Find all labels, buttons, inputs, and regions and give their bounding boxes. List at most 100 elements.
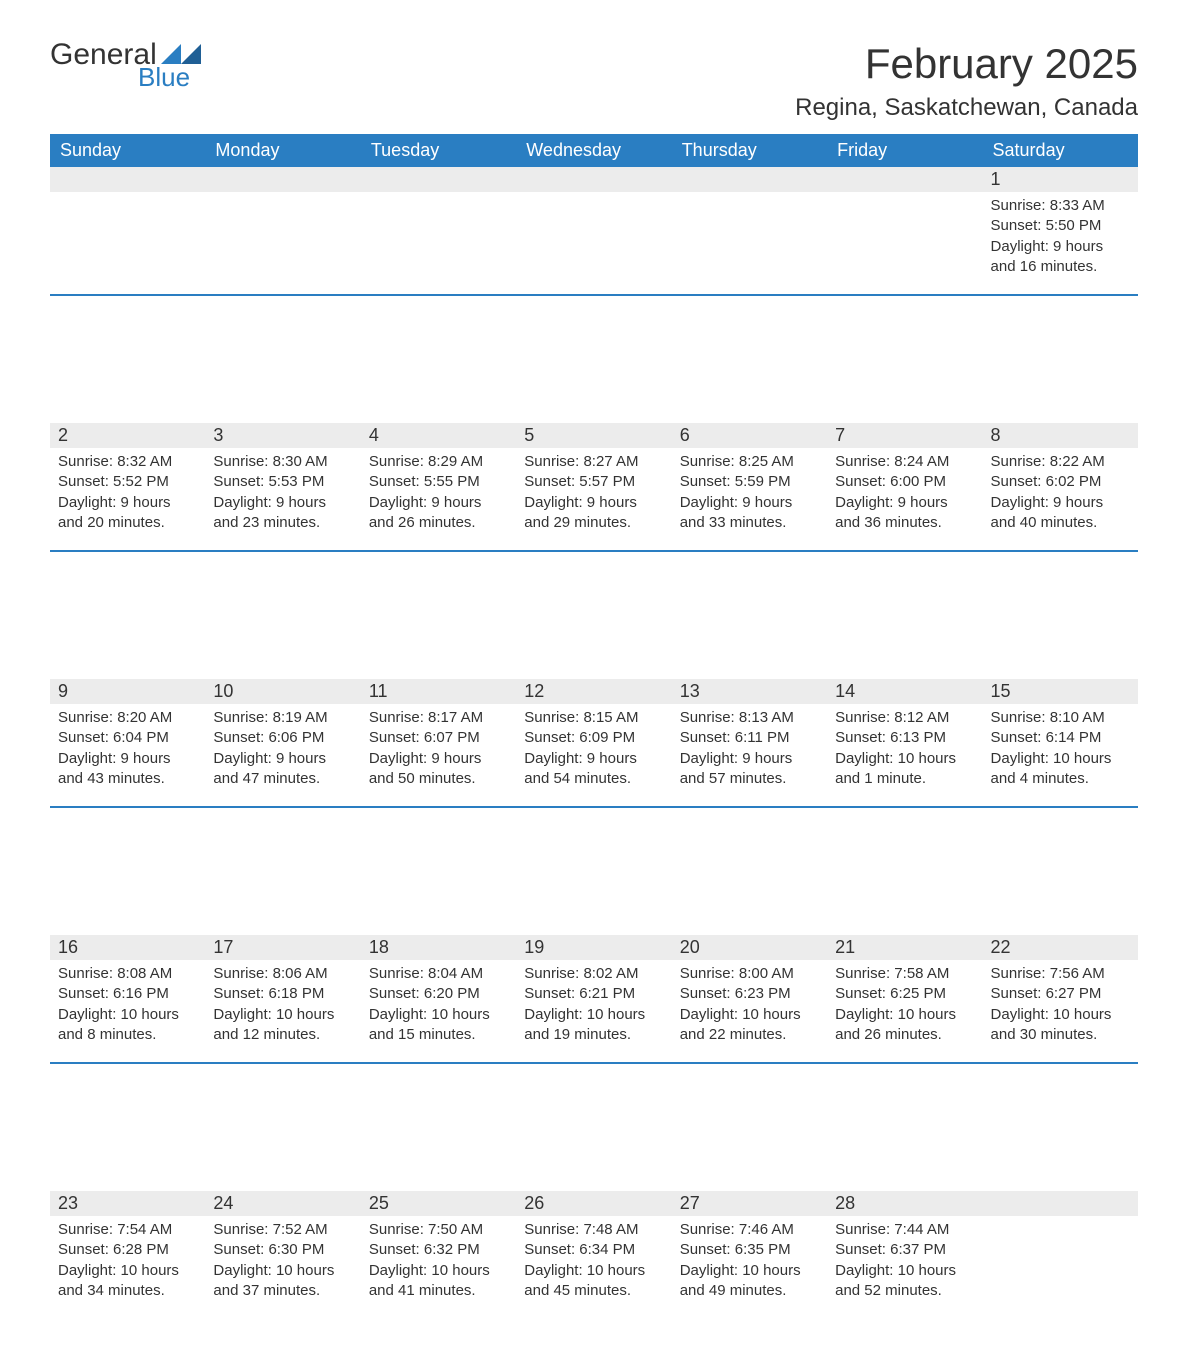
day-details: Sunrise: 8:30 AMSunset: 5:53 PMDaylight:… [205, 448, 360, 543]
day-number: 19 [516, 935, 671, 960]
day-details: Sunrise: 8:04 AMSunset: 6:20 PMDaylight:… [361, 960, 516, 1055]
calendar-day-cell: 7Sunrise: 8:24 AMSunset: 6:00 PMDaylight… [827, 423, 982, 551]
calendar-day-cell: 25Sunrise: 7:50 AMSunset: 6:32 PMDayligh… [361, 1191, 516, 1319]
day-number: 1 [983, 167, 1138, 192]
weekday-header: Monday [205, 134, 360, 167]
day-number: 18 [361, 935, 516, 960]
calendar-week-row: 23Sunrise: 7:54 AMSunset: 6:28 PMDayligh… [50, 1191, 1138, 1319]
calendar-day-cell: 8Sunrise: 8:22 AMSunset: 6:02 PMDaylight… [983, 423, 1138, 551]
calendar-day-cell: 22Sunrise: 7:56 AMSunset: 6:27 PMDayligh… [983, 935, 1138, 1063]
calendar-day-cell: 13Sunrise: 8:13 AMSunset: 6:11 PMDayligh… [672, 679, 827, 807]
weekday-header: Friday [827, 134, 982, 167]
day-details: Sunrise: 8:02 AMSunset: 6:21 PMDaylight:… [516, 960, 671, 1055]
calendar-day-cell: 18Sunrise: 8:04 AMSunset: 6:20 PMDayligh… [361, 935, 516, 1063]
weekday-header-row: Sunday Monday Tuesday Wednesday Thursday… [50, 134, 1138, 167]
calendar-day-cell: 11Sunrise: 8:17 AMSunset: 6:07 PMDayligh… [361, 679, 516, 807]
weekday-header: Saturday [983, 134, 1138, 167]
day-number [205, 167, 360, 192]
calendar-day-cell: 26Sunrise: 7:48 AMSunset: 6:34 PMDayligh… [516, 1191, 671, 1319]
day-number [983, 1191, 1138, 1216]
calendar-day-cell: 10Sunrise: 8:19 AMSunset: 6:06 PMDayligh… [205, 679, 360, 807]
calendar-day-cell [205, 167, 360, 295]
day-number: 22 [983, 935, 1138, 960]
day-number: 21 [827, 935, 982, 960]
day-number [516, 167, 671, 192]
day-number: 17 [205, 935, 360, 960]
week-separator [50, 551, 1138, 679]
day-details: Sunrise: 8:17 AMSunset: 6:07 PMDaylight:… [361, 704, 516, 799]
calendar-day-cell: 19Sunrise: 8:02 AMSunset: 6:21 PMDayligh… [516, 935, 671, 1063]
calendar-day-cell [361, 167, 516, 295]
calendar-table: Sunday Monday Tuesday Wednesday Thursday… [50, 134, 1138, 1319]
day-number: 27 [672, 1191, 827, 1216]
calendar-week-row: 2Sunrise: 8:32 AMSunset: 5:52 PMDaylight… [50, 423, 1138, 551]
day-details: Sunrise: 8:22 AMSunset: 6:02 PMDaylight:… [983, 448, 1138, 543]
calendar-day-cell: 28Sunrise: 7:44 AMSunset: 6:37 PMDayligh… [827, 1191, 982, 1319]
day-details: Sunrise: 8:13 AMSunset: 6:11 PMDaylight:… [672, 704, 827, 799]
weekday-header: Wednesday [516, 134, 671, 167]
day-number: 5 [516, 423, 671, 448]
calendar-day-cell: 17Sunrise: 8:06 AMSunset: 6:18 PMDayligh… [205, 935, 360, 1063]
calendar-day-cell: 2Sunrise: 8:32 AMSunset: 5:52 PMDaylight… [50, 423, 205, 551]
day-details: Sunrise: 7:56 AMSunset: 6:27 PMDaylight:… [983, 960, 1138, 1055]
day-details: Sunrise: 8:32 AMSunset: 5:52 PMDaylight:… [50, 448, 205, 543]
day-number [361, 167, 516, 192]
calendar-day-cell: 1Sunrise: 8:33 AMSunset: 5:50 PMDaylight… [983, 167, 1138, 295]
calendar-day-cell: 16Sunrise: 8:08 AMSunset: 6:16 PMDayligh… [50, 935, 205, 1063]
day-details: Sunrise: 8:06 AMSunset: 6:18 PMDaylight:… [205, 960, 360, 1055]
day-details: Sunrise: 8:33 AMSunset: 5:50 PMDaylight:… [983, 192, 1138, 287]
day-number: 15 [983, 679, 1138, 704]
day-number: 8 [983, 423, 1138, 448]
day-number [672, 167, 827, 192]
day-number: 20 [672, 935, 827, 960]
day-number: 12 [516, 679, 671, 704]
week-separator [50, 807, 1138, 935]
calendar-day-cell: 9Sunrise: 8:20 AMSunset: 6:04 PMDaylight… [50, 679, 205, 807]
calendar-day-cell: 23Sunrise: 7:54 AMSunset: 6:28 PMDayligh… [50, 1191, 205, 1319]
calendar-day-cell [50, 167, 205, 295]
month-title: February 2025 [795, 40, 1138, 88]
day-details: Sunrise: 7:48 AMSunset: 6:34 PMDaylight:… [516, 1216, 671, 1311]
calendar-day-cell [516, 167, 671, 295]
day-number: 28 [827, 1191, 982, 1216]
day-number: 10 [205, 679, 360, 704]
day-details: Sunrise: 8:19 AMSunset: 6:06 PMDaylight:… [205, 704, 360, 799]
calendar-day-cell: 3Sunrise: 8:30 AMSunset: 5:53 PMDaylight… [205, 423, 360, 551]
week-separator [50, 1063, 1138, 1191]
calendar-day-cell [983, 1191, 1138, 1319]
day-number: 6 [672, 423, 827, 448]
calendar-day-cell: 5Sunrise: 8:27 AMSunset: 5:57 PMDaylight… [516, 423, 671, 551]
calendar-day-cell: 21Sunrise: 7:58 AMSunset: 6:25 PMDayligh… [827, 935, 982, 1063]
weekday-header: Thursday [672, 134, 827, 167]
day-number: 13 [672, 679, 827, 704]
location-subtitle: Regina, Saskatchewan, Canada [795, 94, 1138, 122]
page-header: General Blue February 2025 Regina, Saska… [50, 40, 1138, 122]
day-number: 3 [205, 423, 360, 448]
calendar-day-cell: 24Sunrise: 7:52 AMSunset: 6:30 PMDayligh… [205, 1191, 360, 1319]
day-number: 14 [827, 679, 982, 704]
calendar-day-cell: 15Sunrise: 8:10 AMSunset: 6:14 PMDayligh… [983, 679, 1138, 807]
day-number: 26 [516, 1191, 671, 1216]
day-details: Sunrise: 8:25 AMSunset: 5:59 PMDaylight:… [672, 448, 827, 543]
day-number [50, 167, 205, 192]
day-details: Sunrise: 8:00 AMSunset: 6:23 PMDaylight:… [672, 960, 827, 1055]
day-details: Sunrise: 8:20 AMSunset: 6:04 PMDaylight:… [50, 704, 205, 799]
calendar-day-cell: 12Sunrise: 8:15 AMSunset: 6:09 PMDayligh… [516, 679, 671, 807]
day-number: 2 [50, 423, 205, 448]
calendar-day-cell: 6Sunrise: 8:25 AMSunset: 5:59 PMDaylight… [672, 423, 827, 551]
day-details: Sunrise: 7:58 AMSunset: 6:25 PMDaylight:… [827, 960, 982, 1055]
calendar-week-row: 16Sunrise: 8:08 AMSunset: 6:16 PMDayligh… [50, 935, 1138, 1063]
day-details: Sunrise: 7:50 AMSunset: 6:32 PMDaylight:… [361, 1216, 516, 1311]
calendar-day-cell: 4Sunrise: 8:29 AMSunset: 5:55 PMDaylight… [361, 423, 516, 551]
day-details: Sunrise: 7:46 AMSunset: 6:35 PMDaylight:… [672, 1216, 827, 1311]
weekday-header: Tuesday [361, 134, 516, 167]
day-number: 16 [50, 935, 205, 960]
calendar-day-cell: 27Sunrise: 7:46 AMSunset: 6:35 PMDayligh… [672, 1191, 827, 1319]
day-number: 7 [827, 423, 982, 448]
day-details: Sunrise: 7:52 AMSunset: 6:30 PMDaylight:… [205, 1216, 360, 1311]
calendar-week-row: 9Sunrise: 8:20 AMSunset: 6:04 PMDaylight… [50, 679, 1138, 807]
calendar-day-cell [672, 167, 827, 295]
title-block: February 2025 Regina, Saskatchewan, Cana… [795, 40, 1138, 122]
day-number: 9 [50, 679, 205, 704]
brand-word-2: Blue [138, 64, 190, 90]
